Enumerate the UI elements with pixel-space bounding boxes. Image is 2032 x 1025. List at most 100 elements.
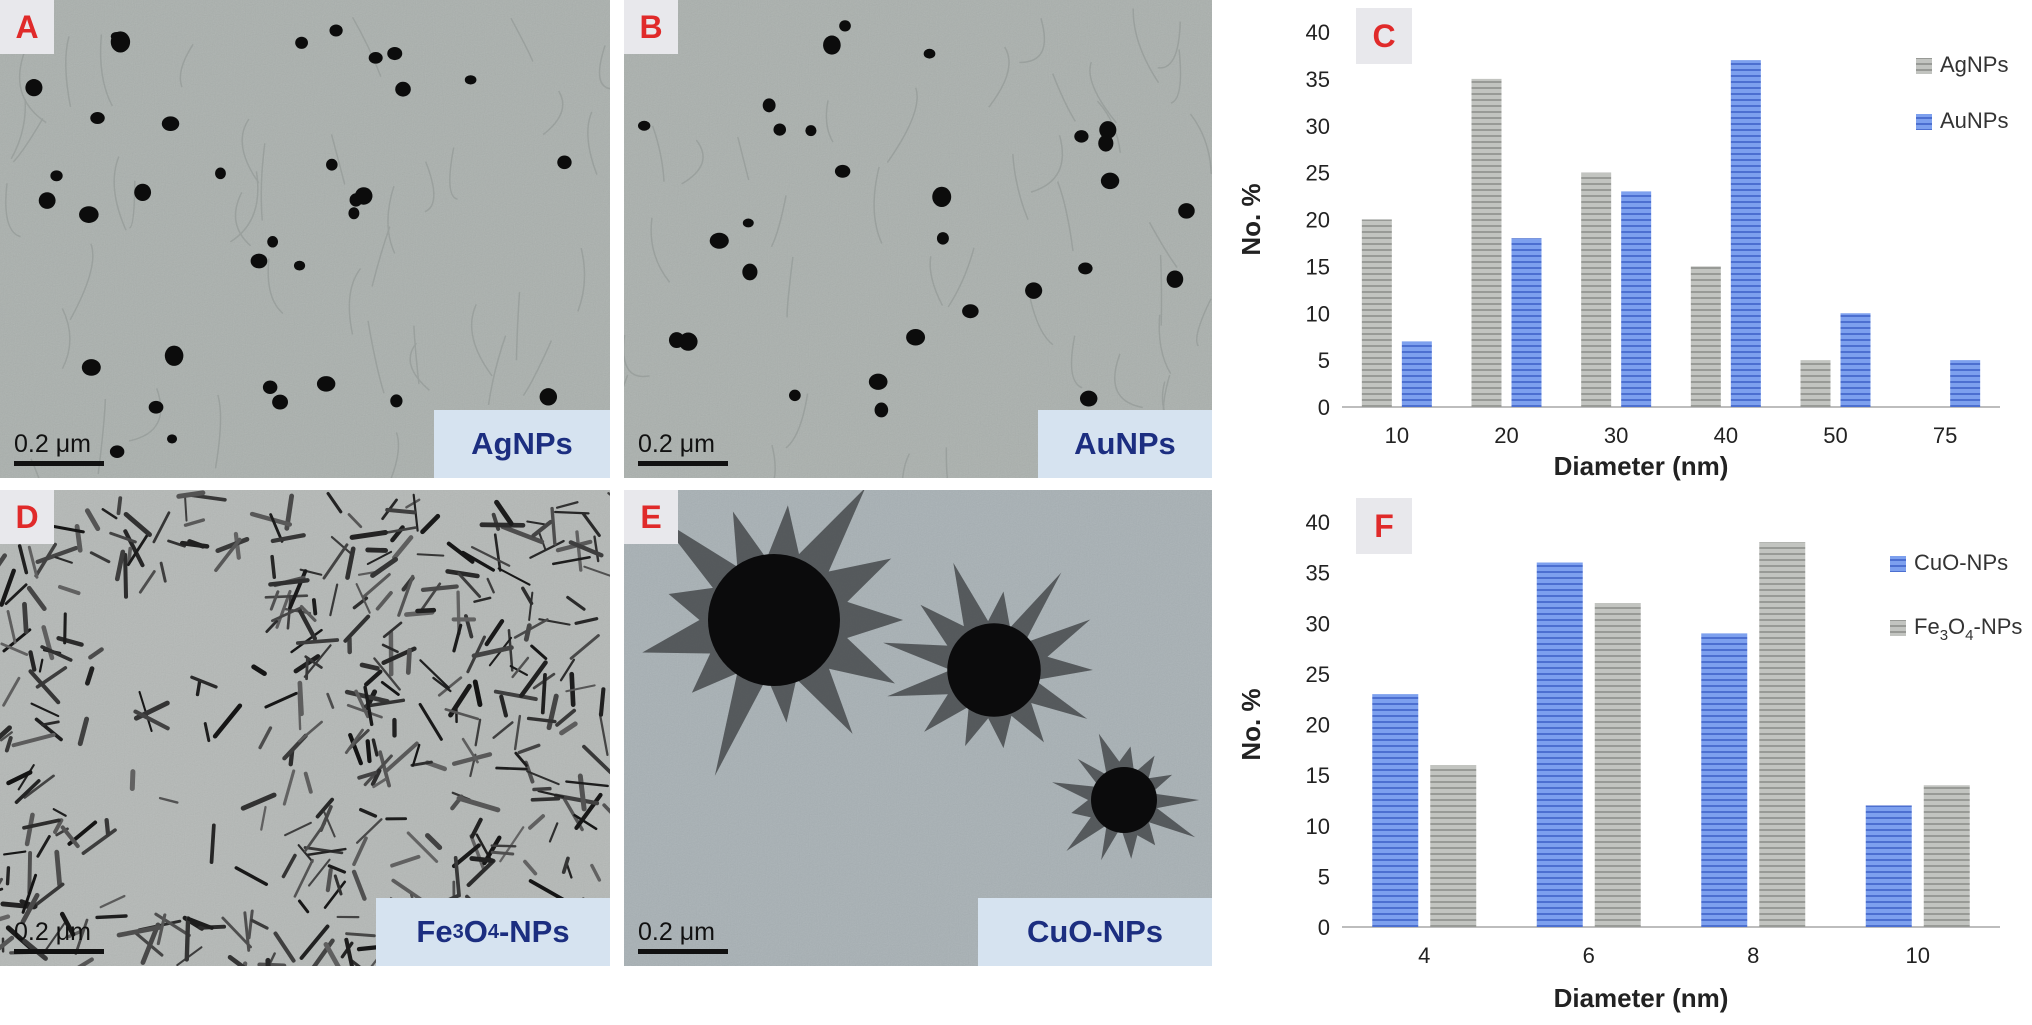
x-tick-label: 30 <box>1604 423 1628 448</box>
panel-letter-c: C <box>1356 8 1412 64</box>
nanoparticle <box>348 207 359 219</box>
nanoparticle <box>50 170 62 181</box>
nanoparticle <box>165 346 184 366</box>
x-tick-label: 40 <box>1714 423 1738 448</box>
nanoparticle <box>251 254 268 269</box>
y-tick-label: 15 <box>1306 254 1330 279</box>
substrate-fiber <box>1161 255 1162 326</box>
np-label-o: O <box>464 914 488 950</box>
y-tick-label: 35 <box>1306 67 1330 92</box>
nanorod <box>418 554 444 555</box>
nanoparticle <box>937 232 949 245</box>
nanorod <box>57 852 60 884</box>
bar-aunps-50 <box>1841 313 1871 407</box>
y-axis-title: No. % <box>1236 688 1266 760</box>
nanorod <box>328 870 331 890</box>
y-tick-label: 30 <box>1306 114 1330 139</box>
nanoparticle <box>1167 270 1184 287</box>
legend-swatch <box>1890 556 1906 572</box>
bar-fe3o4-nps-6 <box>1595 603 1641 927</box>
legend-label: CuO-NPs <box>1914 550 2008 575</box>
tem-particles-agnps <box>0 0 610 478</box>
nanoparticle <box>1078 262 1092 274</box>
tem-particles-cuo <box>624 490 1212 966</box>
legend-label: AgNPs <box>1940 52 2008 77</box>
bar-agnps-20 <box>1472 79 1502 407</box>
bar-fe3o4-nps-8 <box>1759 542 1805 927</box>
panel-letter-a: A <box>0 0 54 54</box>
scale-text-b: 0.2 μm <box>638 430 728 459</box>
nanoparticle <box>390 394 402 407</box>
nanorod <box>187 918 188 959</box>
nanorod <box>118 498 120 513</box>
y-tick-label: 0 <box>1318 395 1330 420</box>
nanorod <box>8 868 9 884</box>
nanoparticle <box>805 125 816 136</box>
scale-bar-a: 0.2 μm <box>14 430 104 466</box>
crystal-core <box>947 623 1041 717</box>
y-tick-label: 35 <box>1306 561 1330 586</box>
nanoparticle <box>839 20 851 31</box>
bar-fe3o4-nps-4 <box>1430 765 1476 927</box>
np-label-fe: Fe <box>416 914 452 950</box>
nanoparticle <box>1074 130 1088 142</box>
y-tick-label: 40 <box>1306 510 1330 535</box>
nanorod <box>534 789 550 790</box>
bar-aunps-10 <box>1402 341 1432 407</box>
y-axis-title: No. % <box>1236 183 1266 255</box>
np-label-sub-4: 4 <box>488 921 499 944</box>
nanoparticle <box>835 165 850 178</box>
nanoparticle <box>79 206 99 223</box>
nanorod <box>492 852 513 854</box>
scale-line-d <box>14 949 104 954</box>
legend-swatch <box>1890 620 1906 636</box>
y-tick-label: 20 <box>1306 208 1330 233</box>
scale-text-e: 0.2 μm <box>638 918 728 947</box>
nanoparticle <box>39 192 56 209</box>
nanorod <box>472 858 492 860</box>
nanoparticle <box>326 159 338 171</box>
y-tick-label: 15 <box>1306 763 1330 788</box>
nanorod <box>107 820 108 835</box>
np-label-agnps: AgNPs <box>434 410 610 478</box>
legend-label: AuNPs <box>1940 108 2008 133</box>
scale-text-a: 0.2 μm <box>14 430 104 459</box>
panel-letter-b: B <box>624 0 678 54</box>
np-label-nps: -NPs <box>499 914 570 950</box>
nanoparticle <box>167 434 177 443</box>
bar-agnps-40 <box>1691 266 1721 407</box>
nanorod <box>260 965 284 966</box>
bar-cuo-nps-4 <box>1372 694 1418 927</box>
y-tick-label: 0 <box>1318 915 1330 940</box>
nanoparticle <box>369 52 383 64</box>
nanoparticle <box>465 75 477 84</box>
x-tick-label: 10 <box>1385 423 1409 448</box>
nanorod <box>212 825 214 862</box>
nanoparticle <box>1080 391 1097 407</box>
scale-line-a <box>14 461 104 466</box>
nanorod <box>482 525 523 526</box>
y-tick-label: 40 <box>1306 20 1330 45</box>
y-tick-label: 5 <box>1318 348 1330 373</box>
nanoparticle <box>110 445 124 458</box>
nanorod <box>497 768 527 769</box>
nanorod <box>272 557 274 578</box>
nanorod <box>198 681 200 695</box>
crystal-core <box>708 554 840 686</box>
bar-fe3o4-nps-10 <box>1924 785 1970 927</box>
bar-agnps-50 <box>1801 360 1831 407</box>
nanoparticle <box>263 380 278 394</box>
scale-bar-b: 0.2 μm <box>638 430 728 466</box>
nanoparticle <box>111 32 122 41</box>
x-tick-label: 8 <box>1747 943 1759 968</box>
tem-image-cuo-nps: E 0.2 μm CuO-NPs <box>624 490 1212 966</box>
bar-cuo-nps-10 <box>1866 806 1912 928</box>
nanoparticle <box>869 374 888 390</box>
nanorod <box>543 675 545 713</box>
scale-line-e <box>638 949 728 954</box>
bar-aunps-30 <box>1621 191 1651 407</box>
nanorod <box>125 555 126 597</box>
